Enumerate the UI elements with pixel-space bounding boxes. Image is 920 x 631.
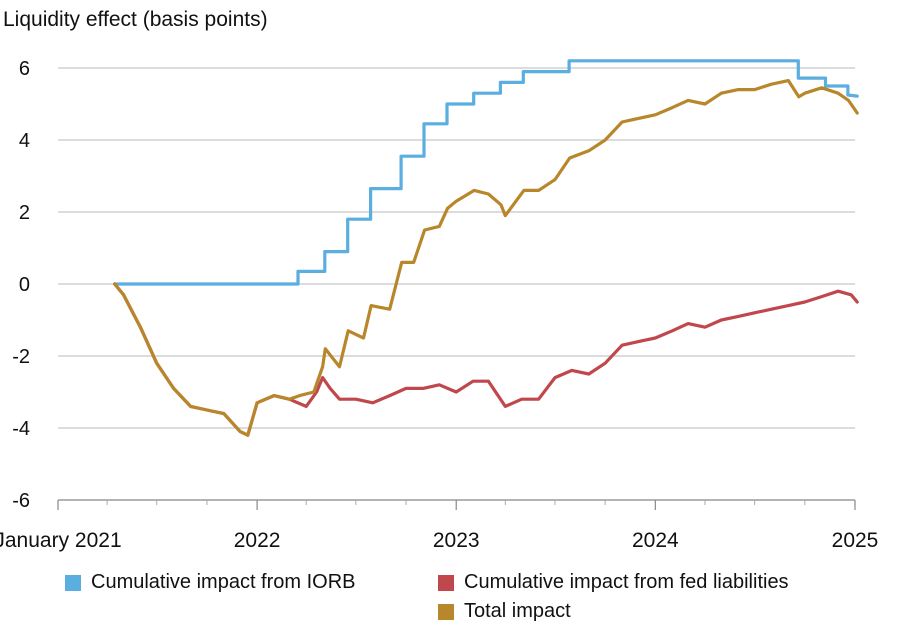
legend-item-total: Total impact [438, 600, 571, 623]
legend-label-fed-liabilities: Cumulative impact from fed liabilities [464, 571, 789, 593]
series-line-0 [113, 59, 859, 286]
legend-swatch-iorb [65, 574, 81, 591]
legend-swatch-fed-liabilities [438, 574, 454, 591]
legend-item-iorb: Cumulative impact from IORB [65, 571, 356, 594]
legend-swatch-total [438, 603, 454, 620]
y-tick-label: 4 [19, 130, 30, 152]
x-tick-label: 2024 [632, 529, 679, 552]
series-line-2 [113, 79, 859, 437]
y-axis-title: Liquidity effect (basis points) [3, 8, 268, 31]
legend-item-fed-liabilities: Cumulative impact from fed liabilities [438, 571, 789, 594]
legend-label-total: Total impact [464, 600, 571, 622]
y-tick-label: -2 [12, 346, 30, 368]
y-tick-label: 6 [19, 58, 30, 80]
y-tick-label: -4 [12, 418, 30, 440]
y-tick-label: -6 [12, 490, 30, 512]
x-tick-label: 2025 [832, 529, 879, 552]
x-tick-label: 2023 [433, 529, 480, 552]
x-tick-label: January 2021 [0, 529, 122, 552]
y-tick-label: 2 [19, 202, 30, 224]
y-tick-label: 0 [19, 274, 30, 296]
legend-label-iorb: Cumulative impact from IORB [91, 571, 356, 593]
series-line-1 [113, 282, 859, 437]
x-tick-label: 2022 [234, 529, 281, 552]
